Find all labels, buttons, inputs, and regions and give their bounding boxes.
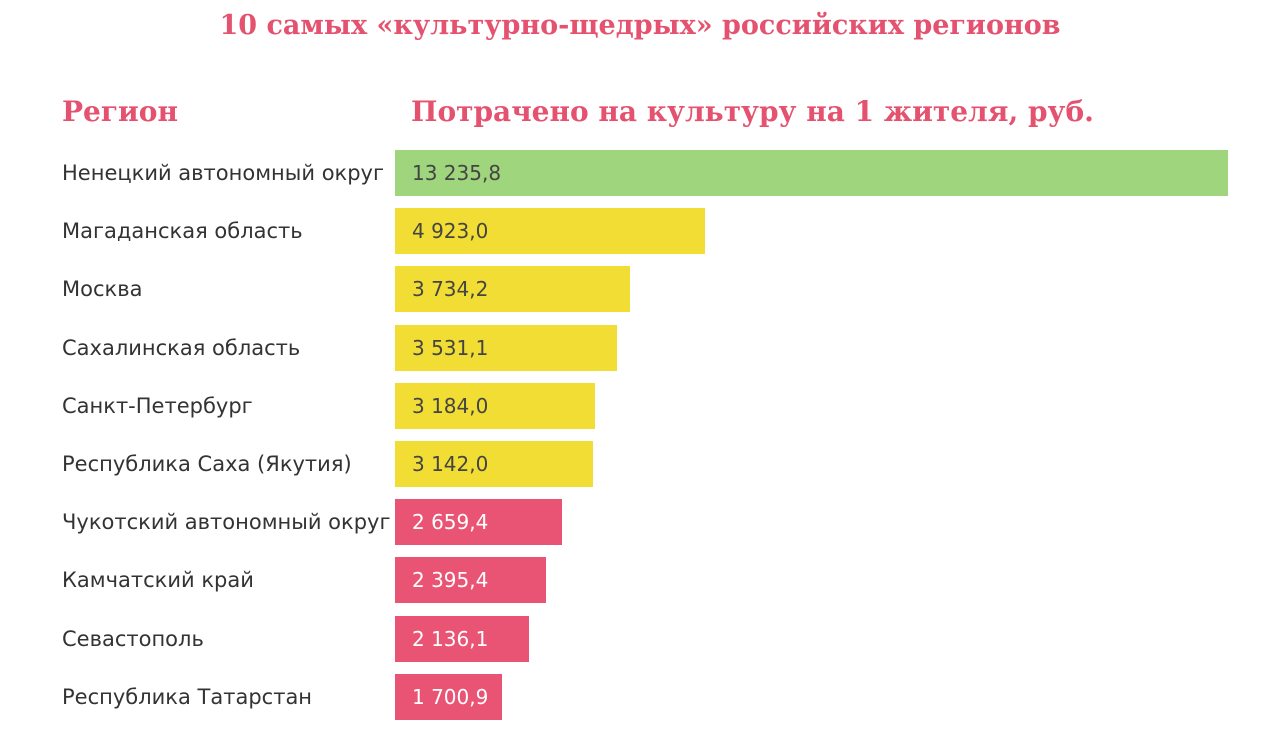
bar-value-label: 3 734,2 xyxy=(412,277,489,301)
region-label: Севастополь xyxy=(62,627,204,651)
region-label: Ненецкий автономный округ xyxy=(62,161,385,185)
bar xyxy=(395,325,617,371)
bar xyxy=(395,150,1228,196)
value-column-header: Потрачено на культуру на 1 жителя, руб. xyxy=(411,95,1094,128)
bar-value-label: 13 235,8 xyxy=(412,161,502,185)
bar xyxy=(395,383,595,429)
bar xyxy=(395,499,562,545)
region-label: Чукотский автономный округ xyxy=(62,510,391,534)
region-column-header: Регион xyxy=(62,95,178,128)
region-label: Республика Саха (Якутия) xyxy=(62,452,352,476)
bar xyxy=(395,266,630,312)
bar xyxy=(395,441,593,487)
region-label: Сахалинская область xyxy=(62,336,301,360)
bar-value-label: 4 923,0 xyxy=(412,219,489,243)
bar-value-label: 2 659,4 xyxy=(412,510,489,534)
region-label: Магаданская область xyxy=(62,219,303,243)
bar-value-label: 1 700,9 xyxy=(412,685,489,709)
bar xyxy=(395,674,502,720)
chart-title: 10 самых «культурно-щедрых» российских р… xyxy=(219,10,1061,41)
region-label: Камчатский край xyxy=(62,568,254,592)
bar xyxy=(395,557,546,603)
region-label: Москва xyxy=(62,277,143,301)
bar xyxy=(395,616,529,662)
bar-value-label: 3 184,0 xyxy=(412,394,489,418)
bar-value-label: 3 142,0 xyxy=(412,452,489,476)
bar xyxy=(395,208,705,254)
region-label: Республика Татарстан xyxy=(62,685,313,709)
bar-value-label: 2 395,4 xyxy=(412,568,489,592)
bar-value-label: 2 136,1 xyxy=(412,627,489,651)
bar-value-label: 3 531,1 xyxy=(412,336,489,360)
region-label: Санкт-Петербург xyxy=(62,394,253,418)
